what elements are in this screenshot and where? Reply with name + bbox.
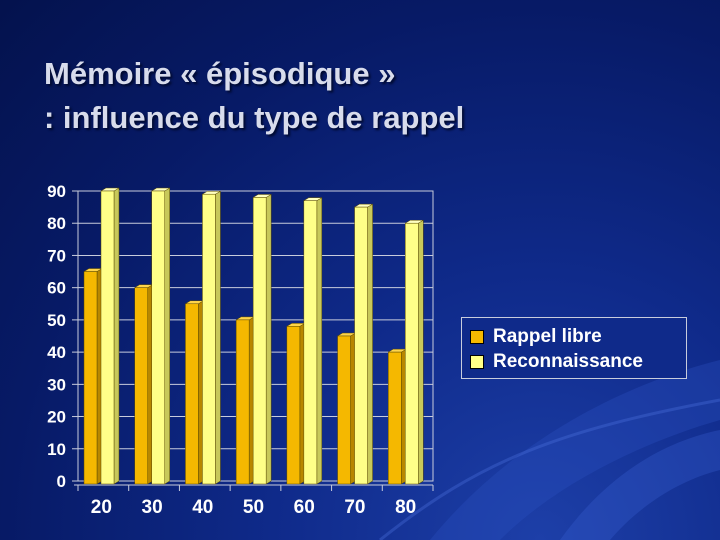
x-tick-label: 70 [344, 497, 365, 518]
legend-label-reconnaissance: Reconnaissance [493, 350, 643, 372]
y-tick-label: 20 [47, 408, 66, 427]
bar-reconnaissance-60 [303, 200, 318, 485]
bar-side-reconnaissance-80 [418, 219, 424, 485]
y-tick-label: 90 [47, 182, 66, 201]
bar-side-reconnaissance-50 [265, 194, 272, 485]
bar-reconnaissance-20 [100, 190, 115, 485]
bar-side-reconnaissance-40 [215, 190, 221, 485]
title-line-1: Mémoire « épisodique » [44, 56, 396, 91]
chart-legend: Rappel libre Reconnaissance [461, 317, 687, 379]
legend-item-reconnaissance: Reconnaissance [470, 349, 686, 374]
x-tick-label: 20 [91, 497, 112, 518]
y-tick-label: 70 [47, 246, 66, 265]
y-tick-label: 40 [47, 343, 66, 362]
x-tick-label: 50 [243, 497, 264, 518]
slide-title: Mémoire « épisodique » : influence du ty… [44, 52, 684, 140]
bar-rappel-libre-40 [185, 303, 199, 485]
bar-side-reconnaissance-20 [113, 187, 120, 485]
bar-rappel-libre-20 [83, 271, 98, 485]
bar-side-reconnaissance-70 [367, 203, 373, 485]
y-tick-label: 30 [47, 375, 66, 394]
y-tick-label: 10 [47, 440, 66, 459]
x-tick-label: 40 [192, 497, 213, 518]
bar-reconnaissance-50 [252, 197, 267, 485]
bar-reconnaissance-40 [202, 193, 216, 485]
bar-reconnaissance-70 [354, 206, 368, 485]
y-tick-label: 60 [47, 279, 66, 298]
legend-item-rappel-libre: Rappel libre [470, 324, 686, 349]
y-tick-label: 0 [57, 472, 66, 491]
legend-swatch-reconnaissance [470, 354, 484, 369]
x-tick-label: 80 [395, 497, 416, 518]
bar-rappel-libre-30 [134, 287, 148, 485]
title-line-2: : influence du type de rappel [44, 100, 465, 135]
y-tick-label: 80 [47, 214, 66, 233]
bar-side-reconnaissance-30 [164, 187, 170, 485]
bar-reconnaissance-30 [151, 190, 165, 485]
legend-swatch-rappel-libre [470, 329, 484, 344]
y-tick-label: 50 [47, 311, 66, 330]
bar-rappel-libre-80 [388, 351, 402, 485]
bar-side-reconnaissance-60 [316, 197, 323, 485]
bar-rappel-libre-60 [286, 326, 301, 485]
legend-label-rappel-libre: Rappel libre [493, 325, 602, 347]
x-tick-label: 30 [142, 497, 163, 518]
x-tick-label: 60 [294, 497, 315, 518]
bar-rappel-libre-50 [235, 319, 250, 485]
bar-rappel-libre-70 [337, 335, 351, 485]
bar-reconnaissance-80 [405, 222, 419, 485]
